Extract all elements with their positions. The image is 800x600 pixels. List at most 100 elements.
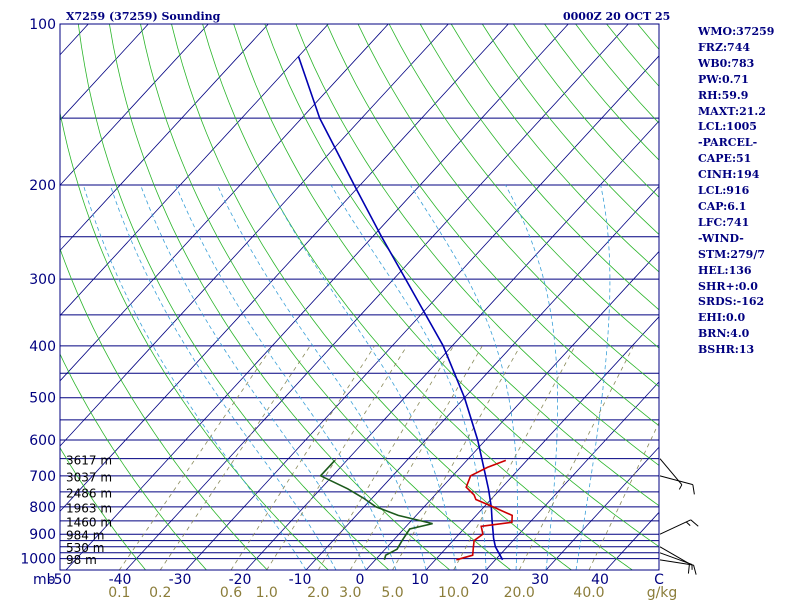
wind-barb-staff xyxy=(659,475,693,486)
mixing-ratio-line xyxy=(392,345,521,570)
wind-barb-half xyxy=(691,564,693,570)
pressure-tick-label: 900 xyxy=(29,527,56,543)
dry-adiabat xyxy=(60,247,268,570)
stat-line: EHI:0.0 xyxy=(698,311,746,325)
mixing-ratio-tick-label: 0.6 xyxy=(220,585,242,600)
temperature-tick-label: -20 xyxy=(229,572,252,588)
isotherm-line xyxy=(125,24,629,570)
moist-adiabat xyxy=(409,184,518,570)
stat-line: BSHR:13 xyxy=(698,343,755,357)
isotherm-line xyxy=(60,24,389,382)
stat-line: CAP:6.1 xyxy=(698,199,747,213)
stat-line: WB0:783 xyxy=(698,56,755,70)
isotherm-line xyxy=(185,55,659,570)
wind-barb-staff xyxy=(659,546,690,565)
background-grid xyxy=(0,24,659,570)
wind-barb-staff xyxy=(659,458,683,486)
isotherm-line xyxy=(60,24,329,317)
pressure-tick-label: 800 xyxy=(29,500,56,516)
stat-line: SRDS:-162 xyxy=(698,295,765,309)
isotherm-line xyxy=(365,250,659,570)
pressure-tick-label: 600 xyxy=(29,433,56,449)
mixing-ratio-tick-label: g/kg xyxy=(647,585,678,600)
stat-line: -WIND- xyxy=(698,231,744,245)
isotherm-line xyxy=(60,24,509,512)
dry-adiabat xyxy=(388,24,659,349)
moist-adiabat xyxy=(505,184,558,570)
stat-line: LFC:741 xyxy=(698,215,750,229)
isotherm-line xyxy=(60,24,269,252)
moist-adiabat xyxy=(267,184,457,570)
mixing-ratio-tick-label: 3.0 xyxy=(339,585,361,600)
stat-line: CAPE:51 xyxy=(698,152,752,166)
moist-adiabat xyxy=(330,184,487,570)
wind-barb-flag xyxy=(690,519,699,527)
wind-barb-flag xyxy=(692,484,695,495)
mixing-ratio-tick-label: 1.0 xyxy=(256,585,278,600)
stat-line: FRZ:744 xyxy=(698,40,751,54)
temperature-tick-label: 10 xyxy=(411,572,429,588)
height-label: 984 m xyxy=(66,528,104,542)
mixing-ratio-line xyxy=(159,345,311,570)
mixing-ratio-line xyxy=(118,345,274,570)
dry-adiabat xyxy=(60,353,207,570)
plot-background xyxy=(60,24,659,570)
temperature-tick-label: -50 xyxy=(49,572,72,588)
isotherm-line xyxy=(485,381,659,570)
isotherm-line xyxy=(0,24,28,570)
mixing-ratio-tick-label: 0.2 xyxy=(149,585,171,600)
mixing-ratio-line xyxy=(349,345,483,570)
profiles xyxy=(297,56,514,561)
dry-adiabat xyxy=(233,24,659,548)
dry-adiabat xyxy=(202,24,633,570)
isotherm-line xyxy=(245,120,659,570)
pressure-tick-label: 700 xyxy=(29,469,56,485)
moist-adiabat xyxy=(83,184,307,570)
stat-line: LCL:1005 xyxy=(698,120,757,134)
wind-barb-half xyxy=(685,521,691,527)
mixing-ratio-line xyxy=(518,345,634,570)
temperature-tick-label: -30 xyxy=(169,572,192,588)
chart-title: X7259 (37259) Sounding xyxy=(66,10,221,23)
moist-adiabat xyxy=(175,184,397,570)
height-label: 98 m xyxy=(66,553,97,567)
mixing-ratio-tick-label: 0.1 xyxy=(108,585,130,600)
height-label: 2486 m xyxy=(66,486,112,500)
pressure-unit-label: mb xyxy=(33,572,56,588)
moist-adiabat xyxy=(109,184,337,570)
plot-frame xyxy=(59,23,660,571)
wind-barb xyxy=(659,475,695,495)
stat-line: SHR+:0.0 xyxy=(698,279,758,293)
wind-barb-staff xyxy=(659,519,692,535)
mixing-ratio-line xyxy=(317,345,454,570)
wind-barb xyxy=(659,552,693,570)
temperature-tick-label: C xyxy=(654,572,664,588)
wind-barb xyxy=(659,546,690,574)
height-label: 530 m xyxy=(66,541,104,555)
isotherm-line xyxy=(425,316,659,570)
isotherm-line xyxy=(65,24,569,570)
stat-line: RH:59.9 xyxy=(698,88,749,102)
dry-adiabat xyxy=(450,24,659,273)
stats-panel: WMO:37259 FRZ:744 WB0:783 PW:0.71 RH:59.9 MAX… xyxy=(698,24,798,358)
isotherm-line xyxy=(545,446,659,570)
mixing-ratio-line xyxy=(588,421,659,570)
temperature-profile-line xyxy=(456,459,514,561)
stat-line: -PARCEL- xyxy=(698,136,758,150)
stat-line: HEL:136 xyxy=(698,263,752,277)
height-label: 3617 m xyxy=(66,453,112,467)
mixing-ratio-tick-label: 40.0 xyxy=(573,585,604,600)
dry-adiabat xyxy=(264,24,659,507)
wind-barbs xyxy=(659,458,699,575)
wind-barb-half xyxy=(678,484,683,490)
pressure-tick-label: 100 xyxy=(29,17,56,33)
pressure-tick-label: 500 xyxy=(29,391,56,407)
stat-line: PW:0.71 xyxy=(698,72,749,86)
dry-adiabat xyxy=(77,24,390,570)
wind-barb-staff xyxy=(659,559,694,566)
moist-adiabat xyxy=(575,184,611,570)
mixing-ratio-line xyxy=(453,345,576,570)
pressure-tick-label: 400 xyxy=(29,339,56,355)
